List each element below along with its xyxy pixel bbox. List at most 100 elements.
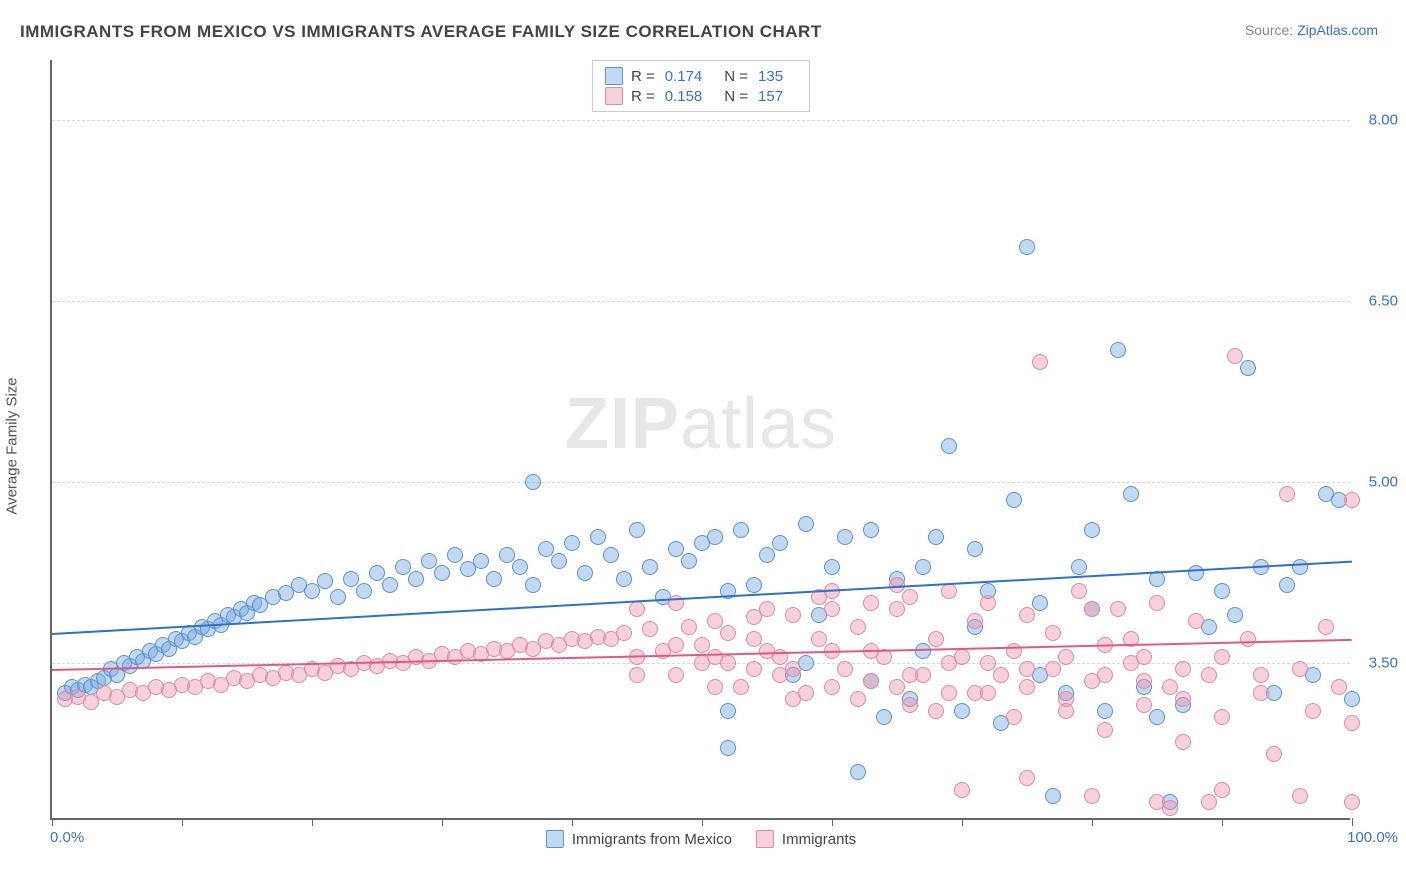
- data-point-mexico: [1084, 522, 1100, 538]
- data-point-mexico: [343, 571, 359, 587]
- data-point-immigrants: [811, 631, 827, 647]
- data-point-immigrants: [1084, 601, 1100, 617]
- x-tick: [1222, 818, 1223, 826]
- data-point-mexico: [1123, 486, 1139, 502]
- data-point-immigrants: [928, 703, 944, 719]
- data-point-mexico: [1019, 239, 1035, 255]
- data-point-immigrants: [941, 655, 957, 671]
- data-point-mexico: [967, 541, 983, 557]
- data-point-mexico: [850, 764, 866, 780]
- data-point-immigrants: [863, 673, 879, 689]
- data-point-mexico: [746, 577, 762, 593]
- correlation-legend: R = 0.174 N = 135 R = 0.158 N = 157: [592, 60, 810, 112]
- data-point-immigrants: [759, 601, 775, 617]
- data-point-immigrants: [928, 631, 944, 647]
- data-point-immigrants: [1136, 697, 1152, 713]
- data-point-immigrants: [850, 691, 866, 707]
- data-point-immigrants: [694, 637, 710, 653]
- data-point-mexico: [954, 703, 970, 719]
- data-point-mexico: [1071, 559, 1087, 575]
- data-point-mexico: [590, 529, 606, 545]
- data-point-mexico: [1227, 607, 1243, 623]
- y-tick-label: 3.50: [1369, 655, 1398, 672]
- data-point-mexico: [1110, 342, 1126, 358]
- data-point-immigrants: [889, 679, 905, 695]
- data-point-immigrants: [1240, 631, 1256, 647]
- data-point-immigrants: [824, 679, 840, 695]
- data-point-immigrants: [1097, 667, 1113, 683]
- data-point-immigrants: [720, 625, 736, 641]
- x-tick: [832, 818, 833, 826]
- gridline: [52, 120, 1350, 121]
- data-point-immigrants: [1279, 486, 1295, 502]
- data-point-immigrants: [1019, 661, 1035, 677]
- swatch-pink: [756, 830, 774, 848]
- data-point-immigrants: [902, 589, 918, 605]
- x-min-label: 0.0%: [50, 829, 84, 846]
- gridline: [52, 301, 1350, 302]
- data-point-immigrants: [707, 613, 723, 629]
- data-point-immigrants: [1006, 709, 1022, 725]
- x-max-label: 100.0%: [1347, 829, 1398, 846]
- data-point-immigrants: [707, 679, 723, 695]
- data-point-immigrants: [1175, 691, 1191, 707]
- data-point-immigrants: [1110, 601, 1126, 617]
- data-point-immigrants: [694, 655, 710, 671]
- legend-item-immigrants: Immigrants: [756, 830, 856, 848]
- data-point-mexico: [837, 529, 853, 545]
- data-point-mexico: [629, 522, 645, 538]
- data-point-immigrants: [1058, 649, 1074, 665]
- data-point-immigrants: [1188, 613, 1204, 629]
- data-point-immigrants: [785, 607, 801, 623]
- data-point-mexico: [369, 565, 385, 581]
- x-tick: [442, 818, 443, 826]
- data-point-mexico: [720, 740, 736, 756]
- data-point-immigrants: [642, 621, 658, 637]
- source-link[interactable]: ZipAtlas.com: [1297, 22, 1378, 38]
- data-point-mexico: [1006, 492, 1022, 508]
- data-point-immigrants: [980, 655, 996, 671]
- data-point-immigrants: [785, 691, 801, 707]
- data-point-mexico: [928, 529, 944, 545]
- data-point-mexico: [525, 577, 541, 593]
- data-point-immigrants: [746, 631, 762, 647]
- swatch-pink: [605, 87, 623, 105]
- data-point-mexico: [863, 522, 879, 538]
- data-point-mexico: [616, 571, 632, 587]
- data-point-mexico: [707, 529, 723, 545]
- data-point-mexico: [551, 553, 567, 569]
- data-point-mexico: [824, 559, 840, 575]
- x-tick: [52, 818, 53, 826]
- data-point-immigrants: [1136, 649, 1152, 665]
- data-point-immigrants: [1045, 625, 1061, 641]
- data-point-immigrants: [863, 595, 879, 611]
- data-point-mexico: [330, 589, 346, 605]
- data-point-immigrants: [980, 685, 996, 701]
- data-point-immigrants: [1214, 782, 1230, 798]
- data-point-mexico: [408, 571, 424, 587]
- data-point-immigrants: [980, 595, 996, 611]
- source-label: Source:: [1245, 22, 1293, 38]
- data-point-mexico: [356, 583, 372, 599]
- data-point-immigrants: [1071, 583, 1087, 599]
- data-point-mexico: [447, 547, 463, 563]
- data-point-mexico: [1214, 583, 1230, 599]
- data-point-mexico: [1045, 788, 1061, 804]
- series-legend: Immigrants from Mexico Immigrants: [546, 830, 856, 848]
- legend-item-mexico: Immigrants from Mexico: [546, 830, 732, 848]
- data-point-mexico: [564, 535, 580, 551]
- data-point-immigrants: [941, 685, 957, 701]
- data-point-mexico: [1097, 703, 1113, 719]
- x-tick: [572, 818, 573, 826]
- data-point-immigrants: [1344, 492, 1360, 508]
- data-point-immigrants: [1214, 649, 1230, 665]
- data-point-immigrants: [1149, 794, 1165, 810]
- data-point-immigrants: [668, 637, 684, 653]
- data-point-immigrants: [1227, 348, 1243, 364]
- data-point-immigrants: [1019, 607, 1035, 623]
- data-point-mexico: [434, 565, 450, 581]
- data-point-immigrants: [668, 667, 684, 683]
- data-point-immigrants: [1136, 673, 1152, 689]
- data-point-immigrants: [1097, 722, 1113, 738]
- data-point-mexico: [512, 559, 528, 575]
